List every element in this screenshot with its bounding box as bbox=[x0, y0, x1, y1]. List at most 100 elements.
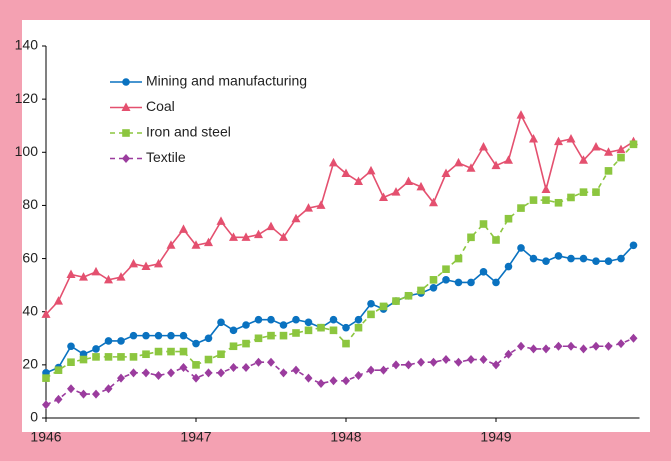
data-point bbox=[104, 337, 113, 345]
data-point bbox=[142, 350, 150, 359]
data-point bbox=[467, 355, 475, 365]
data-point bbox=[67, 384, 75, 394]
data-point bbox=[341, 168, 351, 178]
data-point bbox=[392, 297, 400, 305]
data-point bbox=[254, 229, 263, 239]
data-point bbox=[204, 334, 213, 343]
data-point bbox=[592, 188, 600, 196]
data-point bbox=[291, 213, 301, 223]
y-tick-label: 60 bbox=[22, 249, 38, 265]
data-point bbox=[592, 341, 600, 351]
data-point bbox=[217, 368, 225, 378]
data-point bbox=[216, 216, 226, 225]
data-point bbox=[554, 136, 563, 146]
data-point bbox=[192, 339, 200, 348]
data-point bbox=[479, 141, 488, 151]
data-point bbox=[379, 302, 388, 311]
data-point bbox=[404, 360, 413, 370]
data-point bbox=[554, 198, 563, 207]
panel bbox=[22, 20, 650, 432]
data-point bbox=[591, 141, 601, 151]
data-point bbox=[204, 355, 213, 364]
data-point bbox=[117, 373, 125, 383]
data-point bbox=[367, 365, 375, 375]
y-tick-label: 140 bbox=[15, 37, 39, 53]
y-tick-label: 40 bbox=[22, 302, 38, 318]
data-point bbox=[542, 257, 550, 266]
legend-marker bbox=[122, 78, 130, 86]
data-point bbox=[104, 353, 113, 361]
data-point bbox=[54, 394, 63, 404]
data-point bbox=[267, 357, 275, 367]
data-point bbox=[617, 153, 625, 162]
data-point bbox=[79, 389, 88, 399]
data-point bbox=[579, 254, 588, 263]
data-point bbox=[54, 296, 63, 305]
data-point bbox=[329, 315, 338, 324]
data-point bbox=[292, 365, 300, 375]
data-point bbox=[479, 268, 488, 276]
data-point bbox=[304, 373, 313, 383]
data-point bbox=[254, 315, 263, 324]
data-point bbox=[41, 309, 51, 318]
data-point bbox=[292, 315, 300, 324]
data-point bbox=[529, 134, 538, 143]
y-tick-label: 120 bbox=[15, 90, 39, 106]
data-point bbox=[479, 355, 488, 365]
x-tick-label: 1947 bbox=[180, 429, 211, 445]
data-point bbox=[504, 214, 513, 223]
data-point bbox=[491, 160, 501, 170]
y-tick-label: 20 bbox=[22, 356, 38, 372]
data-point bbox=[467, 278, 475, 287]
data-point bbox=[579, 344, 588, 354]
data-point bbox=[541, 184, 551, 193]
data-point bbox=[567, 193, 575, 202]
data-point bbox=[167, 347, 175, 356]
data-point bbox=[366, 165, 376, 175]
data-point bbox=[267, 315, 275, 324]
data-point bbox=[166, 240, 176, 249]
data-point bbox=[92, 345, 100, 353]
data-point bbox=[417, 357, 425, 367]
data-point bbox=[604, 147, 613, 156]
data-point bbox=[504, 262, 513, 271]
data-point bbox=[429, 357, 438, 367]
data-point bbox=[241, 232, 251, 241]
data-point bbox=[404, 176, 413, 186]
data-point bbox=[567, 254, 575, 263]
data-point bbox=[129, 331, 138, 340]
data-point bbox=[604, 257, 613, 266]
data-point bbox=[479, 220, 488, 228]
data-point bbox=[154, 347, 163, 356]
data-point bbox=[342, 376, 350, 386]
data-point bbox=[592, 257, 600, 266]
data-point bbox=[492, 360, 500, 370]
data-point bbox=[267, 331, 275, 340]
data-point bbox=[566, 134, 576, 143]
data-point bbox=[316, 200, 326, 209]
data-point bbox=[279, 321, 288, 329]
data-point bbox=[517, 204, 525, 212]
data-point bbox=[329, 157, 338, 167]
data-point bbox=[442, 265, 450, 273]
data-point bbox=[604, 341, 613, 351]
data-point bbox=[516, 110, 526, 119]
data-point bbox=[354, 315, 363, 324]
data-point bbox=[66, 269, 76, 279]
data-point bbox=[279, 232, 288, 241]
data-point bbox=[279, 368, 288, 378]
data-point bbox=[529, 196, 538, 204]
data-point bbox=[416, 181, 426, 191]
data-point bbox=[117, 353, 125, 361]
data-point bbox=[429, 276, 438, 284]
data-point bbox=[529, 254, 538, 263]
data-point bbox=[254, 357, 263, 367]
data-point bbox=[117, 337, 125, 345]
data-point bbox=[229, 326, 238, 335]
data-point bbox=[204, 368, 213, 378]
data-point bbox=[517, 341, 525, 351]
data-point bbox=[504, 349, 513, 359]
data-point bbox=[542, 344, 550, 354]
